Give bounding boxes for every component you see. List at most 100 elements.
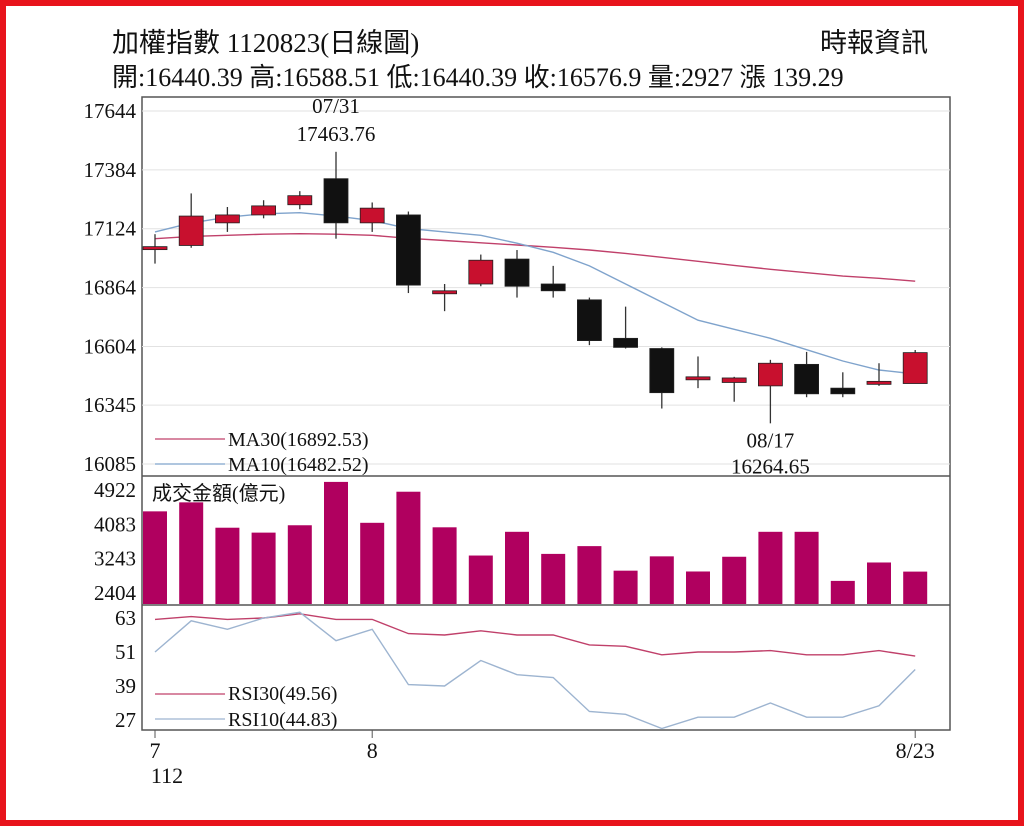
volume-bar xyxy=(287,525,312,604)
candlestick xyxy=(142,234,168,264)
rsi10-legend: RSI10(44.83) xyxy=(228,709,337,731)
volume-bar xyxy=(758,531,783,604)
x-tick-label: 8/23 xyxy=(896,738,935,763)
ma30-legend: MA30(16892.53) xyxy=(228,429,369,451)
rsi-tick-label: 39 xyxy=(115,674,136,698)
candle-body xyxy=(142,246,168,251)
candle-body xyxy=(287,195,313,206)
rsi-lines xyxy=(154,611,916,730)
candlestick xyxy=(395,211,421,294)
volume-title: 成交金額(億元) xyxy=(152,482,285,505)
candlestick xyxy=(613,306,638,349)
candle-body xyxy=(359,207,385,224)
candlestick xyxy=(721,376,747,402)
volume-bar xyxy=(686,571,710,604)
candlestick xyxy=(432,283,458,312)
volume-bar xyxy=(324,481,348,604)
candlestick xyxy=(540,265,566,298)
volume-bar xyxy=(215,527,240,604)
candlestick xyxy=(214,207,240,232)
annotation-date: 08/17 xyxy=(746,428,794,452)
volume-tick-label: 2404 xyxy=(94,581,137,605)
x-tick-label: 8 xyxy=(367,738,378,763)
candle-body xyxy=(214,214,240,224)
ma30-line xyxy=(154,232,916,282)
moving-average-lines xyxy=(154,211,916,375)
source-label: 時報資訊 xyxy=(820,28,928,58)
candle-body xyxy=(685,376,711,381)
ma10-line xyxy=(154,211,916,375)
volume-bar xyxy=(179,502,204,604)
volume-bar xyxy=(541,553,566,604)
volume-bar xyxy=(649,556,674,604)
candle-body xyxy=(432,290,458,295)
candlestick xyxy=(685,356,711,389)
volume-bar xyxy=(396,491,421,604)
candle-body xyxy=(902,352,928,384)
volume-bar xyxy=(432,527,457,604)
candle-body xyxy=(468,259,494,285)
candle-body xyxy=(758,362,783,387)
candlestick xyxy=(359,202,385,232)
candle-body xyxy=(649,348,675,394)
candlestick xyxy=(287,191,313,210)
price-tick-label: 16345 xyxy=(84,393,137,417)
candlestick xyxy=(323,151,349,239)
volume-bar xyxy=(722,556,747,604)
rsi30-line xyxy=(154,613,916,657)
volume-bar xyxy=(867,562,891,604)
annotation-value: 16264.65 xyxy=(731,454,810,478)
candle-body xyxy=(323,178,349,224)
candlestick xyxy=(649,347,675,409)
volume-bar xyxy=(360,522,385,604)
candlesticks xyxy=(142,151,928,424)
ma10-legend: MA10(16482.52) xyxy=(228,454,369,476)
rsi-tick-label: 63 xyxy=(115,606,136,630)
annotation-date: 07/31 xyxy=(312,94,360,118)
volume-bar xyxy=(613,570,638,604)
volume-bar xyxy=(505,531,529,604)
volume-bar xyxy=(143,511,167,604)
volume-bar xyxy=(577,546,602,604)
axis-labels: 16085 16345 16604 16864 17124 17384 17644 2404 3… xyxy=(84,99,935,788)
candlestick xyxy=(178,193,204,248)
rsi30-legend: RSI30(49.56) xyxy=(228,683,337,705)
chart-title: 加權指數 1120823(日線圖) xyxy=(112,28,419,58)
volume-bar xyxy=(468,555,493,604)
rsi-tick-label: 27 xyxy=(115,708,136,732)
candle-body xyxy=(504,258,530,287)
candlestick xyxy=(504,250,530,298)
candle-body xyxy=(395,214,421,286)
candlestick xyxy=(902,349,928,384)
candle-body xyxy=(251,205,277,216)
price-tick-label: 16604 xyxy=(84,334,137,358)
volume-tick-label: 3243 xyxy=(94,547,136,571)
candle-body xyxy=(721,377,747,383)
price-tick-label: 16085 xyxy=(84,452,137,476)
x-tick-sublabel: 112 xyxy=(151,763,183,788)
x-tick-label: 7 xyxy=(150,738,161,763)
candlestick xyxy=(251,200,277,219)
candlestick xyxy=(866,363,892,386)
annotation-value: 17463.76 xyxy=(297,122,376,146)
volume-bar xyxy=(830,580,855,604)
candle-body xyxy=(577,299,602,341)
price-tick-label: 17124 xyxy=(84,217,137,241)
rsi-tick-label: 51 xyxy=(115,640,136,664)
volume-bar xyxy=(251,532,276,604)
candlestick xyxy=(758,359,783,424)
volume-bar xyxy=(794,531,819,604)
candlestick xyxy=(830,372,856,398)
candle-body xyxy=(540,283,566,292)
candlestick xyxy=(577,297,602,346)
candlestick xyxy=(468,254,494,287)
price-tick-label: 17384 xyxy=(84,158,137,182)
candle-body xyxy=(178,215,204,246)
volume-bar xyxy=(903,571,928,604)
candle-body xyxy=(866,380,892,385)
candle-body xyxy=(794,363,819,395)
volume-bars xyxy=(143,481,928,604)
